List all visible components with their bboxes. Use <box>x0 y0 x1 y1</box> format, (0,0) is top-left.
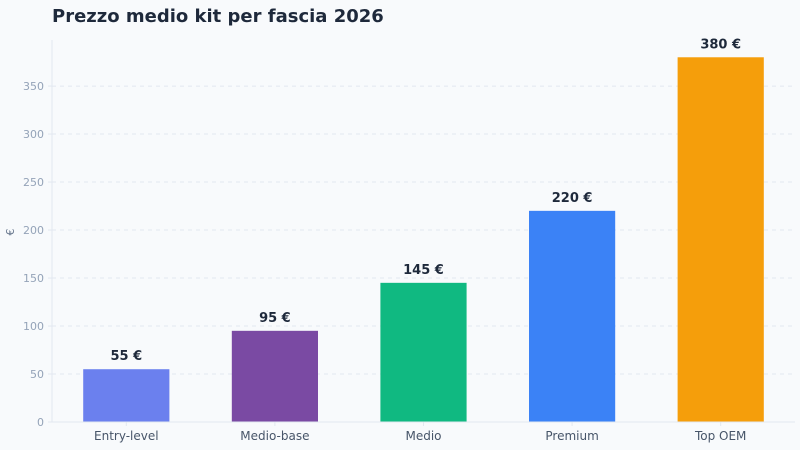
x-tick-label: Top OEM <box>694 429 746 443</box>
data-label: 95 € <box>259 311 291 326</box>
y-axis-label: € <box>4 229 17 236</box>
x-axis-ticks: Entry-level Medio-base Medio Premium Top OEM <box>94 422 746 443</box>
data-label: 380 € <box>700 37 741 52</box>
y-tick-label: 200 <box>23 224 44 237</box>
y-tick-label: 0 <box>37 416 44 429</box>
grid-lines <box>52 85 795 375</box>
y-tick-label: 150 <box>23 272 44 285</box>
bar <box>529 210 616 422</box>
chart-title: Prezzo medio kit per fascia 2026 <box>52 6 384 27</box>
y-tick-label: 250 <box>23 176 44 189</box>
data-label: 55 € <box>110 349 142 364</box>
y-tick-label: 100 <box>23 320 44 333</box>
y-tick-label: 50 <box>30 368 44 381</box>
x-tick-label: Premium <box>545 429 598 443</box>
x-tick-label: Medio-base <box>240 429 309 443</box>
data-label: 145 € <box>403 263 444 278</box>
bar <box>380 282 467 422</box>
y-tick-label: 300 <box>23 128 44 141</box>
bars <box>83 57 764 423</box>
x-tick-label: Medio <box>405 429 441 443</box>
x-tick-label: Entry-level <box>94 429 159 443</box>
data-labels: 55 € 95 € 145 € 220 € 380 € <box>110 37 741 364</box>
y-axis-ticks: 0 50 100 150 200 250 300 350 <box>23 80 52 429</box>
y-tick-label: 350 <box>23 80 44 93</box>
bar <box>231 330 318 422</box>
bar <box>677 57 764 423</box>
bar <box>83 369 170 422</box>
data-label: 220 € <box>552 191 593 206</box>
